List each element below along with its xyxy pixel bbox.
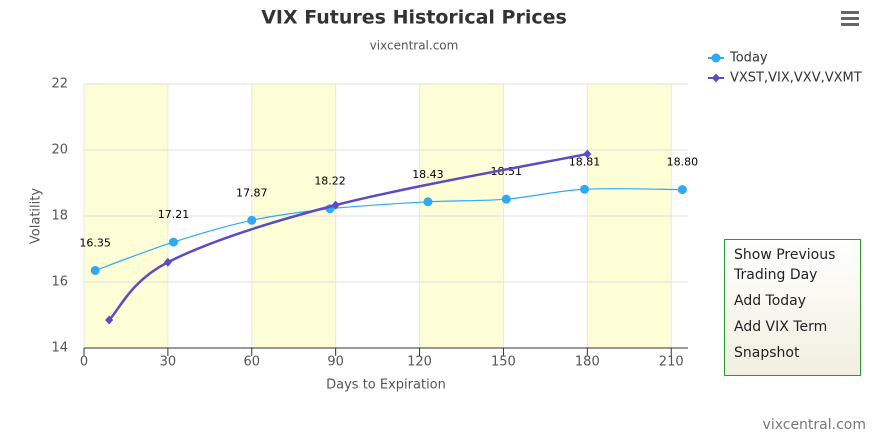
data-label: 16.35 — [79, 236, 111, 249]
data-label: 17.21 — [158, 208, 190, 221]
x-tick-label: 0 — [80, 355, 88, 370]
x-tick-label: 180 — [575, 355, 600, 370]
marker — [501, 194, 511, 204]
legend-marker — [712, 73, 720, 83]
menu-button[interactable]: Add Today — [734, 293, 807, 309]
marker — [580, 184, 590, 194]
button-panel: Show Previous Trading Day Add Today Add VI… — [724, 239, 861, 376]
x-tick-label: 150 — [491, 355, 516, 370]
legend-marker — [711, 53, 721, 63]
menu-bar — [841, 17, 859, 20]
y-axis-title: Volatility — [29, 188, 44, 244]
x-tick-label: 90 — [327, 355, 344, 370]
marker — [583, 149, 592, 159]
menu-button[interactable]: Add VIX Term — [734, 319, 828, 335]
x-tick-label: 60 — [244, 355, 261, 370]
marker — [423, 197, 433, 207]
legend-label: Today — [729, 51, 768, 66]
legend-label: VXST,VIX,VXV,VXMT — [730, 71, 862, 86]
y-tick-label: 14 — [51, 341, 68, 356]
x-tick-label: 210 — [659, 355, 684, 370]
chart-subtitle: vixcentral.com — [370, 39, 459, 53]
marker — [163, 257, 172, 267]
menu-button[interactable]: Snapshot — [734, 345, 800, 361]
y-tick-label: 20 — [51, 143, 68, 158]
menu-bar — [841, 23, 859, 26]
data-label: 18.22 — [314, 175, 346, 188]
credits: vixcentral.com — [763, 417, 866, 433]
marker — [677, 185, 687, 195]
data-label: 18.80 — [667, 156, 699, 169]
x-tick-label: 120 — [407, 355, 432, 370]
x-tick-label: 30 — [160, 355, 177, 370]
menu-bar — [841, 11, 859, 14]
menu-button[interactable]: Show Previous Trading Day — [734, 247, 836, 283]
chart-title: VIX Futures Historical Prices — [261, 7, 567, 29]
y-tick-label: 22 — [51, 77, 68, 92]
series-line — [108, 152, 588, 321]
y-tick-label: 16 — [51, 275, 68, 290]
x-axis-title: Days to Expiration — [326, 378, 446, 393]
data-label: 18.81 — [569, 155, 601, 168]
marker — [105, 315, 114, 325]
data-label: 17.87 — [236, 186, 268, 199]
menu-icon[interactable] — [841, 11, 859, 26]
marker — [90, 265, 100, 275]
marker — [331, 200, 340, 210]
data-label: 18.43 — [412, 168, 444, 181]
y-tick-label: 18 — [51, 209, 68, 224]
marker — [168, 237, 178, 247]
marker — [247, 215, 257, 225]
